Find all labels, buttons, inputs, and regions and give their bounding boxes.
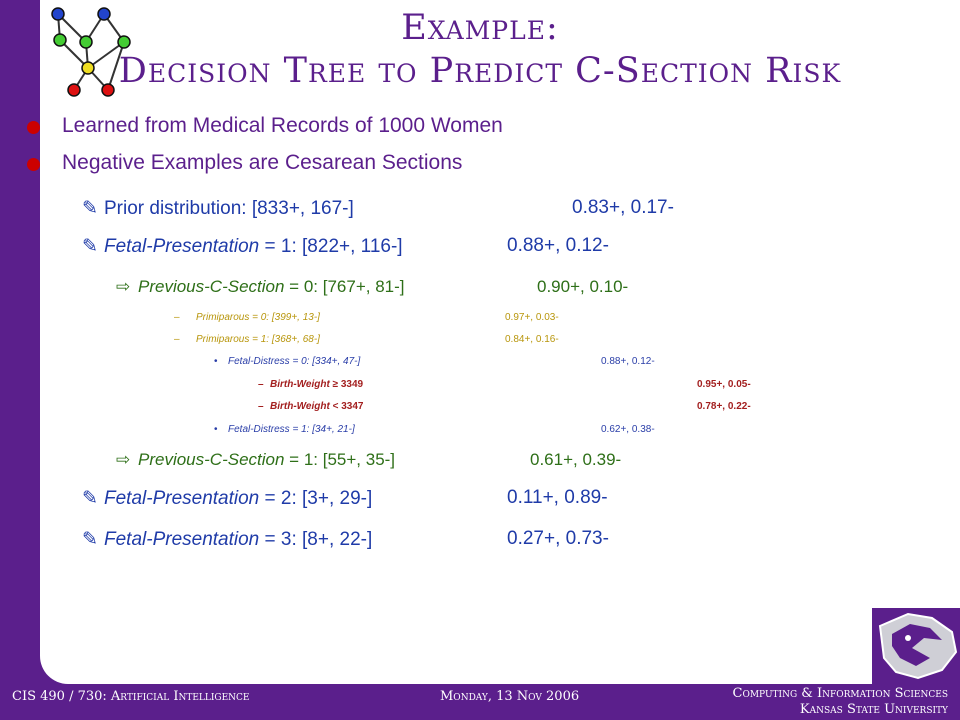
- tree-fp3-value: 0.27+, 0.73-: [507, 528, 609, 549]
- tree-prim0: – Primiparous = 0: [399+, 13-]: [174, 312, 320, 323]
- tree-prim1-text: Primiparous = 1: [368+, 68-]: [196, 334, 320, 345]
- tree-pcs1-rest: = 1: [55+, 35-]: [284, 450, 396, 469]
- tree-fp2: ✎ Fetal-Presentation = 2: [3+, 29-]: [82, 487, 372, 510]
- attr-previous-c-section: Previous-C-Section: [138, 277, 285, 296]
- tree-fp1-rest: = 1: [822+, 116-]: [259, 236, 403, 257]
- arrow-right-icon: ⇨: [116, 277, 131, 296]
- tree-fd0-text: Fetal-Distress = 0: [334+, 47-]: [228, 356, 361, 367]
- arrow-right-icon: ⇨: [116, 450, 131, 469]
- footer-course: CIS 490 / 730: Artificial Intelligence: [12, 689, 250, 704]
- tree-pcs0-value: 0.90+, 0.10-: [537, 277, 629, 296]
- slide-content-area: [40, 0, 960, 684]
- slide-title-line1: Example:: [401, 8, 559, 48]
- tree-prior-value: 0.83+, 0.17-: [572, 197, 674, 218]
- tree-pcs0-rest: = 0: [767+, 81-]: [284, 277, 405, 296]
- bullet-dot: [27, 158, 40, 171]
- tree-fp2-rest: = 2: [3+, 29-]: [259, 488, 373, 509]
- tree-pcs1-value: 0.61+, 0.39-: [530, 450, 622, 469]
- tree-fp1-value: 0.88+, 0.12-: [507, 235, 609, 256]
- tree-fd0-value: 0.88+, 0.12-: [601, 356, 655, 367]
- attr-fetal-presentation: Fetal-Presentation: [104, 236, 260, 257]
- pencil-icon: ✎: [82, 488, 98, 509]
- tree-bw1: – Birth-Weight ≥ 3349: [258, 379, 364, 390]
- tree-fp2-value: 0.11+, 0.89-: [507, 487, 608, 508]
- pencil-icon: ✎: [82, 529, 98, 550]
- tree-fd0: • Fetal-Distress = 0: [334+, 47-]: [214, 356, 361, 367]
- tree-bw1-value: 0.95+, 0.05-: [697, 379, 751, 390]
- tree-prim0-text: Primiparous = 0: [399+, 13-]: [196, 312, 320, 323]
- attr-birth-weight: Birth-Weight: [270, 379, 330, 390]
- slide-title-line2: Decision Tree to Predict C-Section Risk: [118, 51, 842, 91]
- bayesian-network-icon: [51, 7, 131, 97]
- tree-bw1-rest: ≥ 3349: [329, 379, 364, 390]
- tree-prior: ✎ Prior distribution: [833+, 167-]: [82, 197, 354, 220]
- tree-pcs1: ⇨ Previous-C-Section = 1: [55+, 35-]: [116, 450, 395, 470]
- tree-prim1-value: 0.84+, 0.16-: [505, 334, 559, 345]
- tree-fd1-text: Fetal-Distress = 1: [34+, 21-]: [228, 424, 355, 435]
- bullet-negative-examples: Negative Examples are Cesarean Sections: [62, 151, 463, 174]
- attr-fetal-presentation: Fetal-Presentation: [104, 529, 260, 550]
- attr-fetal-presentation: Fetal-Presentation: [104, 488, 260, 509]
- tree-fp3: ✎ Fetal-Presentation = 3: [8+, 22-]: [82, 528, 372, 551]
- tree-pcs0: ⇨ Previous-C-Section = 0: [767+, 81-]: [116, 277, 404, 297]
- tree-fp3-rest: = 3: [8+, 22-]: [259, 529, 373, 550]
- footer-dept: Computing & Information Sciences: [732, 686, 948, 701]
- bullet-medical-records: Learned from Medical Records of 1000 Wom…: [62, 114, 503, 137]
- pencil-icon: ✎: [82, 236, 98, 257]
- footer-univ: Kansas State University: [799, 702, 948, 717]
- tree-prim1: – Primiparous = 1: [368+, 68-]: [174, 334, 320, 345]
- tree-bw2: – Birth-Weight < 3347: [258, 401, 364, 412]
- attr-birth-weight: Birth-Weight: [270, 401, 330, 412]
- tree-fd1-value: 0.62+, 0.38-: [601, 424, 655, 435]
- tree-bw2-rest: < 3347: [329, 401, 364, 412]
- footer-date: Monday, 13 Nov 2006: [440, 689, 580, 704]
- tree-bw2-value: 0.78+, 0.22-: [697, 401, 751, 412]
- bullet-dot: [27, 121, 40, 134]
- tree-prim0-value: 0.97+, 0.03-: [505, 312, 559, 323]
- pencil-icon: ✎: [82, 198, 98, 219]
- kstate-wildcat-logo: [872, 608, 960, 684]
- tree-fp1: ✎ Fetal-Presentation = 1: [822+, 116-]: [82, 235, 403, 258]
- tree-fd1: • Fetal-Distress = 1: [34+, 21-]: [214, 424, 355, 435]
- tree-prior-label: Prior distribution: [833+, 167-]: [104, 198, 354, 219]
- attr-previous-c-section: Previous-C-Section: [138, 450, 285, 469]
